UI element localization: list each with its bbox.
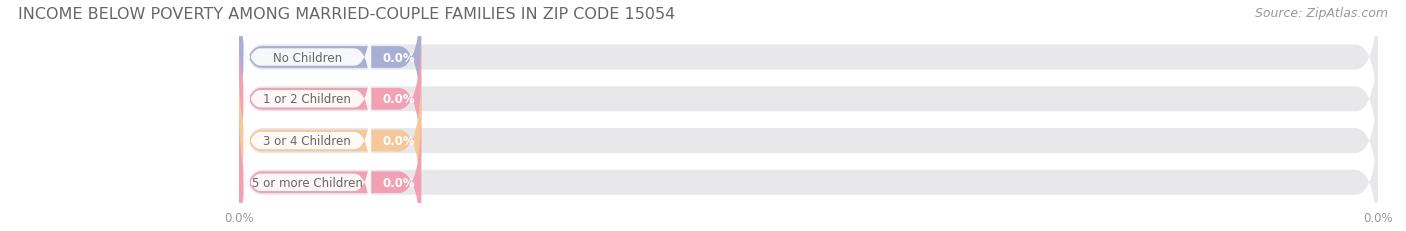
Text: INCOME BELOW POVERTY AMONG MARRIED-COUPLE FAMILIES IN ZIP CODE 15054: INCOME BELOW POVERTY AMONG MARRIED-COUPL…	[18, 7, 675, 22]
FancyBboxPatch shape	[239, 0, 1378, 128]
Text: 0.0%: 0.0%	[382, 93, 416, 106]
FancyBboxPatch shape	[243, 129, 371, 231]
FancyBboxPatch shape	[239, 27, 422, 172]
Text: 0.0%: 0.0%	[382, 176, 416, 189]
FancyBboxPatch shape	[239, 29, 1378, 170]
Text: No Children: No Children	[273, 51, 342, 64]
FancyBboxPatch shape	[239, 110, 422, 231]
Text: 3 or 4 Children: 3 or 4 Children	[263, 134, 352, 147]
FancyBboxPatch shape	[239, 69, 422, 213]
Text: Source: ZipAtlas.com: Source: ZipAtlas.com	[1254, 7, 1388, 20]
FancyBboxPatch shape	[243, 46, 371, 153]
FancyBboxPatch shape	[239, 0, 422, 130]
FancyBboxPatch shape	[243, 87, 371, 195]
FancyBboxPatch shape	[239, 112, 1378, 231]
FancyBboxPatch shape	[243, 4, 371, 112]
Text: 1 or 2 Children: 1 or 2 Children	[263, 93, 352, 106]
Text: 0.0%: 0.0%	[382, 134, 416, 147]
Text: 5 or more Children: 5 or more Children	[252, 176, 363, 189]
Text: 0.0%: 0.0%	[382, 51, 416, 64]
FancyBboxPatch shape	[239, 70, 1378, 212]
